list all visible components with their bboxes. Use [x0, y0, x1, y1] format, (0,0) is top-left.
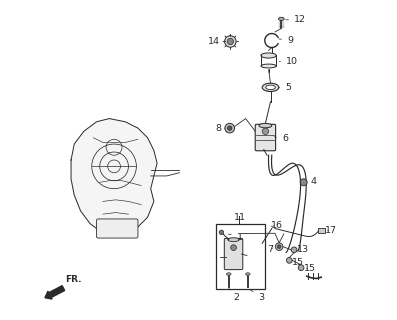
- Circle shape: [225, 36, 236, 47]
- Text: 7: 7: [267, 245, 273, 254]
- Ellipse shape: [259, 123, 272, 128]
- Text: 1: 1: [228, 233, 243, 242]
- Text: 8: 8: [216, 124, 225, 133]
- FancyBboxPatch shape: [255, 124, 276, 151]
- Text: 4: 4: [307, 177, 316, 186]
- Ellipse shape: [261, 53, 276, 58]
- Circle shape: [227, 38, 233, 45]
- Circle shape: [287, 258, 292, 263]
- FancyBboxPatch shape: [224, 238, 243, 270]
- Ellipse shape: [246, 273, 250, 275]
- Circle shape: [219, 230, 224, 235]
- Text: FR.: FR.: [65, 275, 81, 284]
- Text: 6: 6: [274, 134, 288, 143]
- Circle shape: [225, 123, 235, 133]
- Circle shape: [300, 179, 307, 186]
- FancyArrow shape: [45, 286, 65, 299]
- Text: 14: 14: [208, 37, 225, 46]
- Circle shape: [231, 245, 237, 251]
- Text: 5: 5: [279, 83, 291, 92]
- Ellipse shape: [227, 273, 231, 275]
- Text: 17: 17: [325, 226, 337, 235]
- Ellipse shape: [266, 85, 275, 90]
- Bar: [318, 228, 325, 233]
- Ellipse shape: [261, 64, 276, 68]
- Text: 9: 9: [279, 36, 293, 45]
- Ellipse shape: [278, 17, 284, 20]
- Bar: [216, 224, 266, 289]
- Text: 3: 3: [250, 290, 264, 301]
- Text: 11: 11: [233, 213, 246, 222]
- Polygon shape: [71, 119, 157, 236]
- Text: 12: 12: [286, 15, 306, 24]
- Circle shape: [275, 243, 283, 251]
- Ellipse shape: [262, 83, 279, 92]
- Circle shape: [291, 247, 297, 253]
- Text: 10: 10: [279, 57, 298, 66]
- Text: 16: 16: [271, 221, 283, 230]
- Circle shape: [262, 128, 269, 134]
- FancyBboxPatch shape: [96, 219, 138, 238]
- Text: 13: 13: [297, 245, 309, 254]
- Circle shape: [298, 265, 304, 270]
- Circle shape: [277, 245, 281, 249]
- Text: 15: 15: [291, 258, 304, 267]
- Text: 2: 2: [229, 288, 239, 301]
- Text: 15: 15: [304, 264, 316, 274]
- Circle shape: [227, 126, 232, 130]
- Ellipse shape: [228, 238, 239, 242]
